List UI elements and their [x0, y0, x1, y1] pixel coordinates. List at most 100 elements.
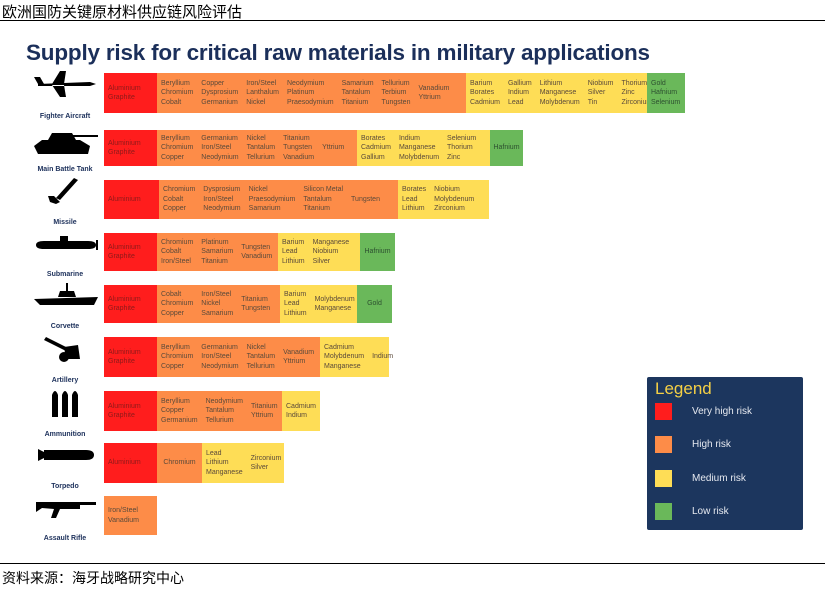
material: Beryllium	[161, 397, 190, 405]
material: Cadmium	[470, 98, 500, 106]
material-column: Germanium Iron/Steel Neodymium	[201, 343, 238, 371]
material-column: Aluminium	[108, 195, 141, 204]
material: Chromium	[161, 89, 194, 97]
material: Aluminium	[108, 295, 141, 303]
material: Iron/Steel	[246, 79, 277, 87]
material: Germanium	[201, 343, 238, 351]
submarine-icon	[36, 236, 98, 250]
material: Molybdenum	[324, 353, 365, 361]
legend-swatch	[655, 469, 672, 487]
material: Vanadium	[283, 348, 315, 356]
material: Beryllium	[161, 343, 190, 351]
material: Indium	[398, 134, 420, 142]
material: Cobalt	[161, 248, 182, 256]
material: Iron/Steel	[201, 144, 232, 152]
material: Platinum	[286, 89, 315, 97]
material: Chromium	[163, 459, 196, 467]
material-column: Borates Lead Lithium	[402, 185, 426, 213]
material: Graphite	[108, 94, 135, 101]
tier-very-high: Aluminium Graphite	[104, 130, 157, 166]
material: Tungsten	[241, 243, 271, 251]
material: Molybdenum	[314, 295, 355, 303]
legend-label: Medium risk	[692, 472, 746, 484]
tier-medium: Borates Lead Lithium Niobium Molybdenum Zirco…	[398, 180, 489, 219]
material: Manganese	[206, 468, 243, 476]
material: Copper	[161, 309, 184, 317]
material: Copper	[161, 362, 184, 370]
material: Lead	[402, 195, 418, 203]
material: Niobium	[434, 186, 460, 194]
material: Chromium	[161, 353, 194, 361]
material: Vanadium	[108, 516, 140, 524]
material-column: Aluminium Graphite	[108, 243, 141, 262]
material-column: Barium Lead Lithium	[284, 290, 307, 318]
material-column: Iron/Steel Lanthalum Nickel	[246, 79, 279, 107]
material: Vanadium	[283, 153, 315, 161]
material-column: Iron/Steel Vanadium	[108, 506, 139, 525]
material: Iron/Steel	[108, 507, 138, 515]
material: Molybdenum	[434, 195, 475, 203]
material-column: Aluminium Graphite	[108, 402, 141, 421]
source-note: 资料来源：海牙战略研究中心	[2, 571, 184, 587]
material: Iron/Steel	[201, 290, 232, 298]
row-artillery: Artillery Aluminium Graphite Beryllium Chrom…	[0, 337, 825, 384]
legend-label: Very high risk	[692, 405, 753, 417]
material: Titanium	[341, 98, 369, 106]
tier-medium: Barium Lead Lithium Manganese Niobium Silver	[278, 233, 360, 271]
material-column: Nickel Tantalum Tellurium	[247, 134, 275, 162]
material-column: Barium Borates Cadmium	[470, 79, 500, 107]
material: Lithium	[402, 205, 425, 213]
material-column: Lead Lithium Manganese	[206, 449, 243, 477]
material: Dysprosium	[201, 89, 239, 97]
material: Cadmium	[286, 402, 316, 410]
material: Silicon Metal	[303, 186, 344, 194]
material-column: Cadmium Indium	[286, 402, 316, 421]
material-column: Platinum Samarium Titanium	[201, 238, 233, 266]
material-column: Niobium Molybdenum Zirconium	[434, 185, 474, 213]
material: Niobium	[587, 79, 614, 87]
material: Tellurium	[205, 416, 234, 424]
material-column: Chromium Cobalt Copper	[163, 185, 195, 213]
material: Samarium	[248, 205, 281, 213]
legend-label: High risk	[692, 439, 731, 450]
material-column: Chromium Cobalt Iron/Steel	[161, 238, 193, 266]
material-column: Selenium Thorium Zinc	[447, 134, 476, 162]
material: Zirconium	[621, 98, 653, 106]
material: Zinc	[621, 89, 635, 97]
material: Graphite	[108, 305, 135, 312]
material: Samarium	[201, 309, 234, 317]
material: Copper	[161, 407, 184, 415]
material-column: Nickel Praesodymium Samarium	[249, 185, 296, 213]
material-column: Beryllium Chromium Cobalt	[161, 79, 193, 107]
material: Hafnium	[364, 248, 391, 256]
tier-high: Chromium Cobalt Copper Dysprosium Iron/Steel…	[159, 180, 398, 219]
tier-medium: Borates Cadmium Gallium Indium Manganese Moly…	[357, 130, 490, 166]
material-column: Zirconium Silver	[251, 454, 282, 473]
fighter-aircraft-icon	[34, 71, 96, 97]
material-column: Dysprosium Iron/Steel Neodymium	[203, 185, 240, 213]
material: Aluminium	[108, 243, 141, 251]
material: Borates	[470, 89, 495, 97]
material: Germanium	[161, 416, 198, 424]
material: Nickel	[201, 300, 221, 308]
material: Silver	[587, 89, 606, 97]
material: Borates	[402, 186, 427, 194]
material: Germanium	[201, 134, 238, 142]
material-column: Beryllium Copper Germanium	[161, 397, 198, 425]
material: Copper	[163, 205, 186, 213]
material: Chromium	[161, 300, 194, 308]
vehicle-label: Fighter Aircraft	[39, 113, 91, 120]
tier-medium: Barium Lead Lithium Molybdenum Manganese	[280, 285, 357, 323]
legend-swatch	[655, 402, 672, 420]
tier-very-high: Aluminium	[104, 443, 157, 483]
material: Neodymium	[201, 153, 239, 161]
material: Cobalt	[161, 290, 182, 298]
tier-low: Hafnium	[360, 233, 395, 271]
material: Hafnium	[493, 144, 520, 152]
row-corvette: Corvette Aluminium Graphite Cobalt Chromium C…	[0, 283, 825, 330]
material: Lanthalum	[246, 89, 279, 97]
vehicle-label: Corvette	[50, 323, 80, 330]
material: Barium	[282, 238, 305, 246]
vehicle-label: Missile	[53, 219, 77, 226]
tier-medium: Lead Lithium Manganese Zirconium Silver	[202, 443, 284, 483]
